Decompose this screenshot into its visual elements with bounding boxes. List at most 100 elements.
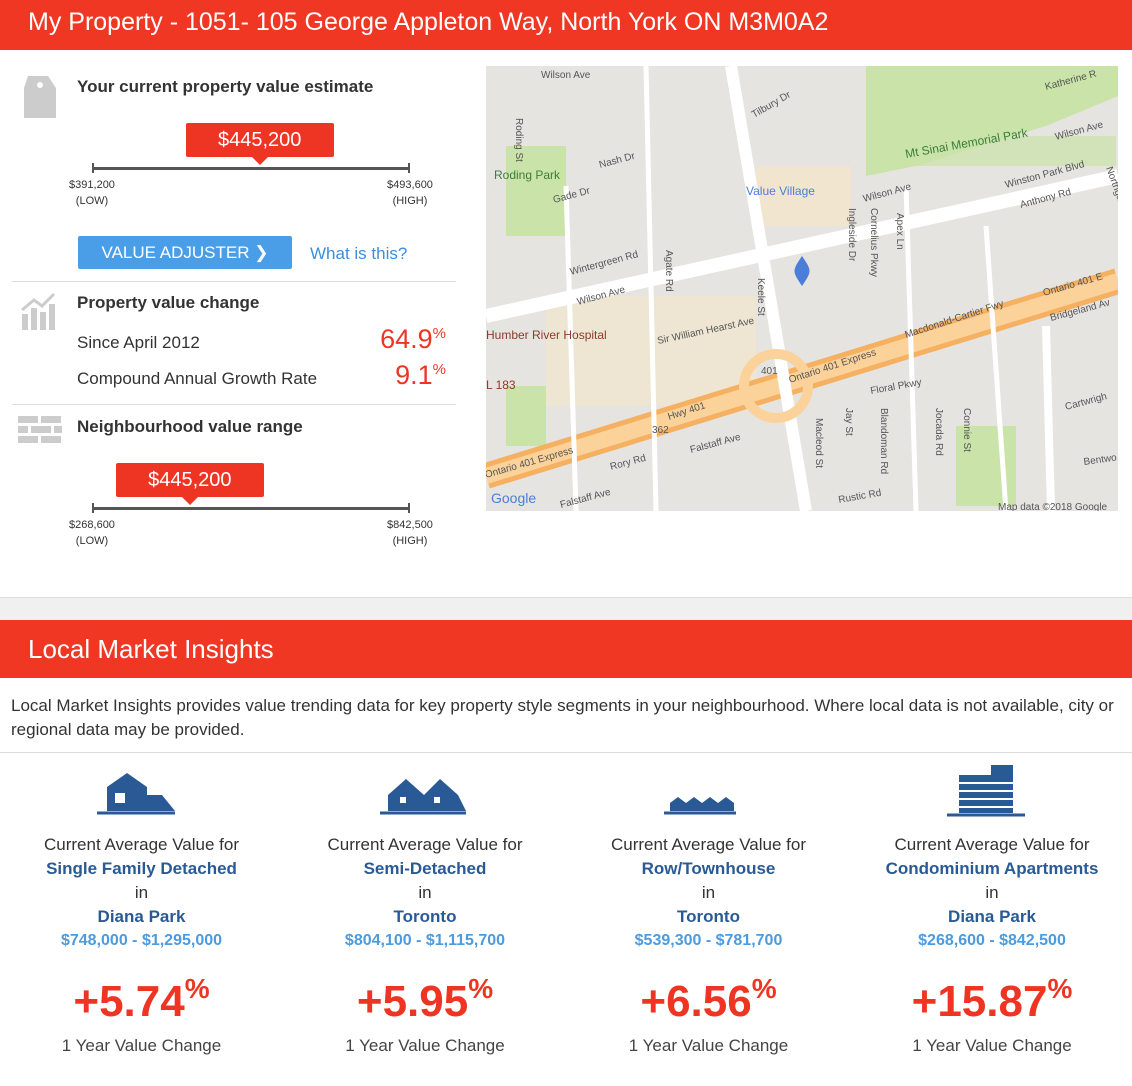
estimate-marker: $445,200 [115,463,264,505]
change-unit: % [1047,973,1073,1004]
low-label: $268,600 [69,519,115,531]
gauge-end [408,163,410,173]
change-value: 9.1% [395,360,446,391]
header: My Property - 1051- 105 George Appleton … [0,0,1132,50]
map-label: Ingleside Dr [846,208,857,262]
gauge-line [92,507,410,510]
change-number: 9.1 [395,360,433,390]
map-label: 401 [761,366,778,377]
caption: 1 Year Value Change [61,1036,222,1055]
range: $268,600 - $842,500 [918,932,1066,949]
button-label: VALUE ADJUSTER [101,243,250,262]
map-label: Roding Park [494,168,561,182]
property-icon [663,797,736,815]
map-label: Connie St [961,408,972,452]
location: Toronto [677,907,740,926]
map-label: Value Village [746,184,815,198]
map-label: Wilson Ave [541,70,591,81]
change-unit: % [184,973,210,1004]
change-heading: Property value change [77,293,260,312]
tag-icon [24,76,56,118]
insight-column: Current Average Value for Single Family D… [0,765,283,1056]
caption: 1 Year Value Change [912,1036,1072,1055]
high-label: $493,600 [387,179,433,191]
divider [12,281,456,282]
location: Toronto [393,907,457,926]
map-label: Roding St [513,118,524,162]
change-unit: % [468,973,494,1004]
divider [0,752,1132,753]
in: in [985,883,999,902]
location: Diana Park [948,907,1036,926]
insights-header: Local Market Insights [0,620,1132,678]
section-gap [0,597,1132,620]
change: +5.95% [284,963,567,1028]
map-label: Map data ©2018 Google [998,502,1108,511]
map-label: L 183 [486,378,516,392]
estimate-heading: Your current property value estimate [77,77,374,96]
change-unit: % [432,361,446,378]
type: Row/Townhouse [641,859,776,878]
divider [12,404,456,405]
change-label: Compound Annual Growth Rate [77,369,318,388]
in: in [701,883,716,902]
gauge-end [92,503,94,513]
what-is-this-link[interactable]: What is this? [310,244,408,263]
change-number: +6.56 [640,977,752,1026]
range: $748,000 - $1,295,000 [60,932,223,949]
range: $539,300 - $781,700 [634,932,783,949]
in: in [418,883,432,902]
gauge-line [92,167,410,170]
map-label: Google [491,490,536,506]
chart-icon [21,292,56,330]
map-label: Humber River Hospital [486,328,607,342]
insight-column: Current Average Value for Condominium Apa… [851,765,1132,1056]
map-label: Apex Ln [894,213,905,250]
type: Single Family Detached [46,859,237,878]
type: Condominium Apartments [885,859,1099,878]
range-heading: Neighbourhood value range [77,417,303,436]
map-label: Keele St [755,278,766,316]
map-label: Blandoman Rd [878,408,889,474]
change: +6.56% [567,963,850,1028]
change-unit: % [751,973,777,1004]
map-label: Macleod St [813,418,824,468]
range: $804,100 - $1,115,700 [344,932,506,949]
insights-description: Local Market Insights provides value tre… [11,696,1114,739]
change: +5.74% [0,963,283,1028]
insights-title: Local Market Insights [28,634,274,664]
map-label: Bentwo [1083,452,1118,468]
intro: Current Average Value for [327,835,523,854]
change-label: Since April 2012 [77,333,200,352]
property-icon [947,765,1025,817]
intro: Current Average Value for [894,835,1090,854]
change-number: +15.87 [911,977,1048,1026]
value-adjuster-button[interactable]: VALUE ADJUSTER ❯ [78,236,292,269]
high-label: $842,500 [387,519,433,531]
change-value: 64.9% [380,324,446,355]
low-label: $391,200 [69,179,115,191]
estimate-marker: $445,200 [185,123,334,165]
high-note: (HIGH) [392,195,428,207]
location: Diana Park [97,907,186,926]
insight-column: Current Average Value for Semi-Detached in… [284,765,567,1056]
change-number: +5.74 [73,977,185,1026]
header-title: My Property - 1051- 105 George Appleton … [28,8,829,36]
low-note: (LOW) [75,195,109,207]
brick-icon [18,416,62,443]
in: in [134,883,149,902]
high-note: (HIGH) [392,535,428,547]
change-unit: % [432,325,446,342]
property-icon [96,773,175,815]
low-note: (LOW) [75,535,109,547]
change-number: +5.95 [356,977,469,1026]
map-label: Cornelius Pkwy [868,208,879,277]
caption: 1 Year Value Change [345,1036,505,1055]
intro: Current Average Value for [44,835,239,854]
intro: Current Average Value for [611,835,806,854]
change-number: 64.9 [380,324,433,354]
map-label: Jocada Rd [933,408,944,456]
type: Semi-Detached [363,859,487,878]
